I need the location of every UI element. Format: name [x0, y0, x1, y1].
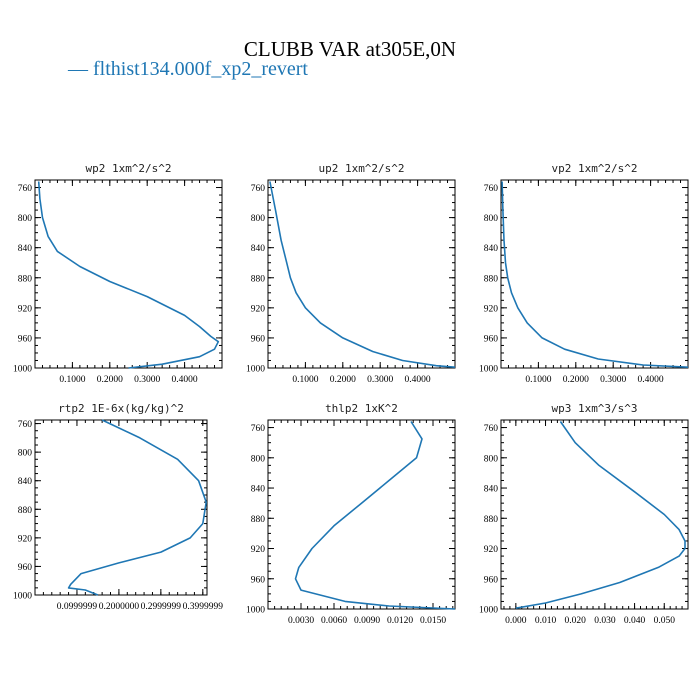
y-tick-label: 960 [18, 563, 33, 573]
y-tick-label: 800 [484, 454, 499, 464]
y-tick-label: 880 [251, 515, 266, 525]
x-tick-label: 0.1000 [292, 375, 318, 385]
subplot-title: wp2 1xm^2/s^2 [85, 162, 171, 175]
y-tick-label: 960 [484, 334, 499, 344]
subplot-1: wp2 1xm^2/s^2 760 800 840 880 920 960 1000 0.100… [13, 162, 223, 385]
x-tick-label: 0.2000 [97, 375, 123, 385]
y-tick-label: 1000 [246, 365, 265, 375]
y-tick-label: 960 [251, 575, 266, 585]
x-tick-label: 0.0030 [288, 616, 314, 626]
y-tick-label: 920 [484, 304, 499, 314]
subplot-2: up2 1xm^2/s^2 760 800 840 880 920 960 1000 0.100… [246, 162, 456, 385]
x-tick-label: 0.1000 [59, 375, 85, 385]
x-tick-label: 0.4000 [405, 375, 431, 385]
x-tick-label: 0.020 [565, 616, 587, 626]
subplot-title: rtp2 1E-6x(kg/kg)^2 [58, 402, 184, 415]
subplot-title: thlp2 1xK^2 [325, 402, 398, 415]
y-tick-label: 760 [18, 184, 33, 194]
y-tick-label: 920 [251, 545, 266, 555]
x-tick-label: 0.050 [654, 616, 676, 626]
x-tick-label: 0.2000 [563, 375, 589, 385]
plot-frame [267, 179, 456, 369]
x-tick-label: 0.2000 [330, 375, 356, 385]
y-tick-label: 1000 [13, 592, 32, 602]
subplot-6: wp3 1xm^3/s^3 760 800 840 880 920 960 1000 0.000… [479, 402, 689, 626]
legend: — flthist134.000f_xp2_revert [68, 58, 308, 81]
series-line [501, 181, 689, 368]
subplot-3: vp2 1xm^2/s^2 760 800 840 880 920 960 1000 0.100… [479, 162, 689, 385]
y-tick-label: 840 [18, 477, 33, 487]
y-tick-label: 1000 [479, 365, 498, 375]
x-tick-label: 0.000 [505, 616, 527, 626]
y-tick-label: 960 [251, 334, 266, 344]
series-line [269, 181, 456, 368]
subplot-title: wp3 1xm^3/s^3 [551, 402, 637, 415]
x-tick-label: 0.2999999 [141, 602, 182, 612]
y-tick-label: 760 [251, 184, 266, 194]
y-tick-label: 1000 [246, 606, 265, 616]
y-tick-label: 800 [251, 214, 266, 224]
x-tick-label: 0.040 [624, 616, 646, 626]
y-tick-label: 760 [18, 420, 33, 430]
y-tick-label: 840 [251, 244, 266, 254]
series-line [515, 421, 686, 609]
y-tick-label: 800 [18, 449, 33, 459]
y-tick-label: 760 [251, 424, 266, 434]
y-tick-label: 840 [251, 485, 266, 495]
subplot-title: vp2 1xm^2/s^2 [551, 162, 637, 175]
subplot-4: rtp2 1E-6x(kg/kg)^2 760 800 840 880 920 960 100… [13, 402, 223, 612]
x-tick-label: 0.0999999 [57, 602, 98, 612]
plot-frame [34, 419, 208, 596]
y-tick-label: 920 [484, 545, 499, 555]
y-tick-label: 880 [484, 515, 499, 525]
x-tick-label: 0.1000 [525, 375, 551, 385]
y-tick-label: 800 [18, 214, 33, 224]
y-tick-label: 840 [484, 244, 499, 254]
x-tick-label: 0.3000 [367, 375, 393, 385]
y-tick-label: 760 [484, 184, 499, 194]
y-tick-label: 880 [484, 274, 499, 284]
plot-frame [267, 419, 456, 610]
x-tick-label: 0.0090 [354, 616, 380, 626]
y-tick-label: 920 [18, 304, 33, 314]
x-tick-label: 0.010 [535, 616, 557, 626]
legend-label: flthist134.000f_xp2_revert [93, 58, 308, 80]
y-tick-label: 1000 [479, 606, 498, 616]
y-tick-label: 800 [251, 454, 266, 464]
y-tick-label: 840 [484, 485, 499, 495]
plot-frame [500, 419, 689, 610]
y-tick-label: 840 [18, 244, 33, 254]
series-line [67, 419, 207, 596]
plot-frame [500, 179, 689, 369]
subplot-5: thlp2 1xK^2 760 800 840 880 920 960 1000 0.0030 0… [246, 402, 456, 626]
x-tick-label: 0.3999999 [183, 602, 224, 612]
y-tick-label: 800 [484, 214, 499, 224]
x-tick-label: 0.2000000 [99, 602, 140, 612]
y-tick-label: 920 [251, 304, 266, 314]
plot-frame [34, 179, 223, 369]
x-tick-label: 0.0150 [420, 616, 446, 626]
y-tick-label: 920 [18, 534, 33, 544]
y-tick-label: 880 [18, 274, 33, 284]
x-tick-label: 0.4000 [172, 375, 198, 385]
series-line [294, 421, 456, 610]
y-tick-label: 1000 [13, 365, 32, 375]
legend-line: — [68, 58, 93, 80]
x-tick-label: 0.0120 [387, 616, 413, 626]
x-tick-label: 0.3000 [134, 375, 160, 385]
y-tick-label: 880 [251, 274, 266, 284]
series-line [37, 181, 220, 369]
x-tick-label: 0.0060 [321, 616, 347, 626]
x-tick-label: 0.3000 [600, 375, 626, 385]
x-tick-label: 0.4000 [638, 375, 664, 385]
y-tick-label: 880 [18, 506, 33, 516]
y-tick-label: 960 [484, 575, 499, 585]
figure-title: CLUBB VAR at305E,0N [243, 37, 457, 61]
x-tick-label: 0.030 [594, 616, 616, 626]
subplot-title: up2 1xm^2/s^2 [318, 162, 404, 175]
y-tick-label: 960 [18, 334, 33, 344]
y-tick-label: 760 [484, 424, 499, 434]
